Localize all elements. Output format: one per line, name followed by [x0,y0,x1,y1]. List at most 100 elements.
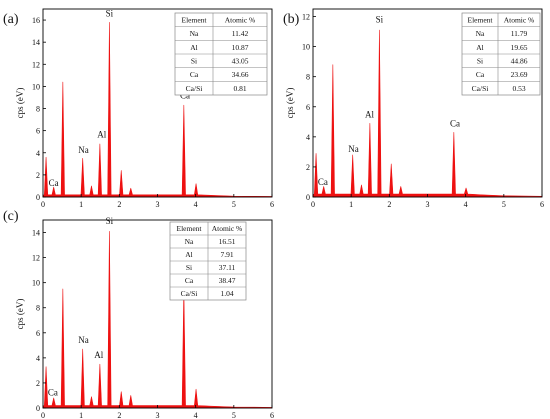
x-tick-label: 1 [349,200,353,209]
x-tick-label: 2 [117,200,121,209]
x-tick-label: 4 [464,200,468,209]
y-tick-label: 8 [306,73,310,82]
table-value-cell: 7.91 [220,250,233,259]
peak-label: Si [106,216,114,226]
peak-label: Na [78,145,89,155]
table-element-cell: Ca [476,70,485,79]
x-tick-label: 1 [79,200,83,209]
spectrum-area [42,21,273,198]
table-value-cell: 44.86 [511,57,528,66]
table-element-cell: Ca/Si [472,84,489,93]
y-tick-label: 0 [306,193,310,202]
y-tick-label: 10 [302,43,310,52]
y-tick-label: 12 [32,60,40,69]
table-value-cell: 10.87 [232,43,249,52]
peak-label: Al [97,129,106,139]
table-header-cell: Element [177,224,203,233]
table-header-cell: Atomic % [504,16,535,25]
peak-label: Na [78,335,89,345]
x-tick-label: 0 [311,200,315,209]
peak-label: Ca [318,177,328,187]
panel-label: (b) [283,12,300,27]
peak-label: Si [106,9,114,19]
x-tick-label: 0 [41,200,45,209]
y-tick-label: 6 [36,127,40,136]
y-axis-title: cps (eV) [15,299,25,330]
x-tick-label: 4 [194,411,198,419]
y-tick-label: 10 [32,82,40,91]
x-tick-label: 4 [194,200,198,209]
table-value-cell: 11.79 [511,29,528,38]
table-header-cell: Atomic % [225,16,256,25]
peak-label: Ca [49,178,59,188]
table-value-cell: 0.81 [233,84,246,93]
spectrum-area [312,29,543,198]
x-tick-label: 5 [232,411,236,419]
x-tick-label: 3 [426,200,430,209]
y-tick-label: 14 [32,229,40,238]
x-tick-label: 5 [502,200,506,209]
y-tick-label: 8 [36,105,40,114]
table-header-cell: Element [468,16,494,25]
table-value-cell: 38.47 [219,276,236,285]
x-tick-label: 3 [156,411,160,419]
table-element-cell: Na [190,29,199,38]
table-element-cell: Si [477,57,483,66]
table-value-cell: 16.51 [219,237,236,246]
table-element-cell: Al [185,250,193,259]
x-tick-label: 1 [79,411,83,419]
peak-label: Ca [180,91,190,101]
y-tick-label: 12 [32,254,40,263]
table-element-cell: Al [190,43,198,52]
y-tick-label: 6 [36,329,40,338]
panel-label: (a) [3,12,19,27]
y-tick-label: 8 [36,304,40,313]
y-tick-label: 16 [32,16,40,25]
x-tick-label: 3 [156,200,160,209]
table-element-cell: Na [476,29,485,38]
table-value-cell: 34.66 [232,70,249,79]
table-header-cell: Element [182,16,208,25]
y-tick-label: 10 [32,279,40,288]
peak-label: Al [94,350,103,360]
table-value-cell: 37.11 [219,263,236,272]
table-element-cell: Al [476,43,484,52]
y-tick-label: 4 [306,133,310,142]
y-tick-label: 4 [36,354,40,363]
y-tick-label: 14 [32,38,40,47]
peak-label: Ca [450,118,460,128]
peak-label: Ca [48,387,58,397]
y-tick-label: 6 [306,103,310,112]
y-tick-label: 4 [36,149,40,158]
table-element-cell: Ca/Si [181,289,198,298]
y-tick-label: 2 [36,171,40,180]
table-element-cell: Na [185,237,194,246]
peak-label: Al [365,109,374,119]
table-value-cell: 43.05 [232,57,249,66]
y-tick-label: 2 [36,379,40,388]
x-tick-label: 2 [117,411,121,419]
panel-label: (c) [3,209,19,224]
y-tick-label: 2 [306,163,310,172]
peak-label: Na [348,144,359,154]
table-element-cell: Ca [190,70,199,79]
x-tick-label: 6 [540,200,544,209]
table-value-cell: 0.53 [512,84,525,93]
y-axis-title: cps (eV) [15,88,25,119]
table-element-cell: Ca [185,276,194,285]
table-element-cell: Si [191,57,197,66]
table-value-cell: 23.69 [511,70,528,79]
x-tick-label: 6 [270,200,274,209]
table-header-cell: Atomic % [212,224,243,233]
x-tick-label: 2 [387,200,391,209]
x-tick-label: 5 [232,200,236,209]
table-value-cell: 19.65 [511,43,528,52]
peak-label: Si [376,15,384,25]
x-tick-label: 0 [41,411,45,419]
x-tick-label: 6 [270,411,274,419]
y-axis-title: cps (eV) [285,88,295,119]
table-value-cell: 1.04 [220,289,233,298]
table-value-cell: 11.42 [232,29,249,38]
y-tick-label: 0 [36,193,40,202]
